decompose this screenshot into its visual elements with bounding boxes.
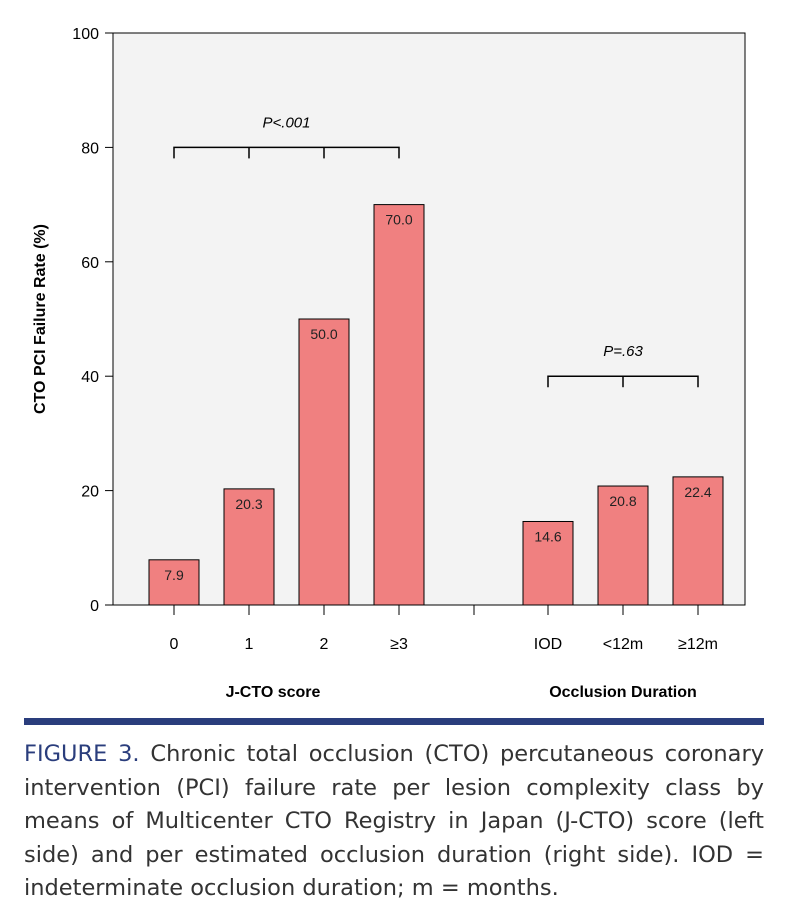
y-tick-label: 20 (81, 484, 99, 501)
y-axis-label: CTO PCI Failure Rate (%) (32, 224, 49, 414)
y-tick-label: 60 (81, 255, 99, 272)
x-group-label: Occlusion Duration (549, 684, 697, 701)
x-tick-label: <12m (603, 636, 643, 653)
bar-chart: 0 20 40 60 80 100 CTO PCI Failure Rate (%) 7.9 0… (32, 26, 746, 701)
x-tick-label: 1 (245, 636, 254, 653)
bar-value-label: 14.6 (534, 528, 561, 544)
p-value-label: P<.001 (263, 114, 311, 131)
caption-divider (24, 718, 764, 725)
x-tick-label: 2 (320, 636, 329, 653)
figure-caption: FIGURE 3. Chronic total occlusion (CTO) … (24, 738, 764, 906)
caption-text: Chronic total occlusion (CTO) percutaneo… (24, 741, 765, 901)
y-tick-label: 40 (81, 369, 99, 386)
y-tick-label: 0 (90, 598, 99, 615)
x-tick-label: 0 (170, 636, 179, 653)
y-tick-label: 80 (81, 140, 99, 157)
bar (298, 318, 350, 606)
figure-label: FIGURE 3. (24, 741, 140, 767)
y-tick-label: 100 (72, 26, 99, 43)
bar-value-label: 20.3 (235, 496, 262, 512)
bar (597, 485, 649, 606)
x-tick-label: ≥3 (390, 636, 408, 653)
bar (373, 204, 425, 606)
p-value-label: P=.63 (603, 343, 643, 360)
x-tick-label: IOD (534, 636, 562, 653)
bar (522, 520, 574, 606)
x-group-label: J-CTO score (226, 684, 321, 701)
bar-value-label: 20.8 (609, 493, 636, 509)
x-tick-label: ≥12m (678, 636, 718, 653)
significance-bracket (173, 146, 400, 159)
bar-value-label: 7.9 (164, 567, 184, 583)
bar-value-label: 70.0 (385, 212, 412, 228)
bar (223, 488, 275, 606)
bar-value-label: 50.0 (310, 326, 337, 342)
bar-value-label: 22.4 (684, 484, 711, 500)
plot-area (112, 32, 746, 606)
